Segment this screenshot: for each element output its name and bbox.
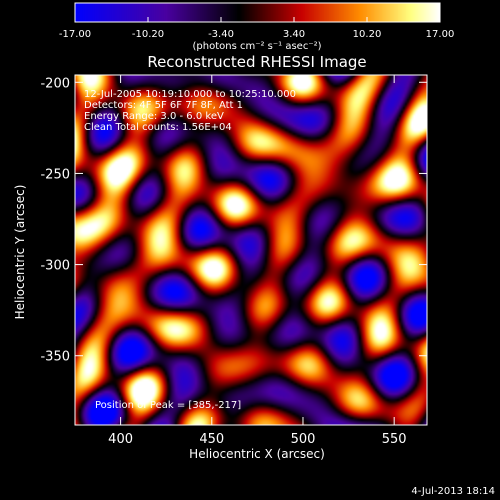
x-tick-label: 500 xyxy=(291,432,316,447)
x-axis-label: Heliocentric X (arcsec) xyxy=(189,447,325,461)
heatmap-image xyxy=(75,75,427,425)
annotation-method: Clean Total counts: 1.56E+04 xyxy=(84,122,232,133)
footer-timestamp: 4-Jul-2013 18:14 xyxy=(411,486,495,497)
annotation-energy: Energy Range: 3.0 - 6.0 keV xyxy=(84,111,224,122)
x-tick-label: 400 xyxy=(108,432,133,447)
y-tick-label: -300 xyxy=(40,259,70,274)
colorbar-tick-label: 10.20 xyxy=(353,29,382,40)
x-tick-label: 550 xyxy=(382,432,407,447)
colorbar-tick-label: 17.00 xyxy=(426,29,455,40)
y-tick-label: -200 xyxy=(40,76,70,91)
annotation-time-range: 12-Jul-2005 10:19:10.000 to 10:25:10.000 xyxy=(84,89,296,100)
colorbar-tick-label: -17.00 xyxy=(59,29,91,40)
plot-frame xyxy=(74,74,428,426)
chart-title: Reconstructed RHESSI Image xyxy=(147,53,366,71)
colorbar-tick-label: -10.20 xyxy=(132,29,164,40)
colorbar-frame xyxy=(74,2,441,23)
colorbar-ticks: -17.00 -10.20 -3.40 3.40 10.20 17.00 xyxy=(59,17,454,40)
annotation-detectors: Detectors: 4F 5F 6F 7F 8F, Att 1 xyxy=(84,100,243,111)
colorbar-gradient xyxy=(75,3,440,22)
colorbar-tick-label: -3.40 xyxy=(208,29,234,40)
x-tick-label: 450 xyxy=(199,432,224,447)
y-tick-label: -250 xyxy=(40,167,70,182)
axis-tick-labels: 400 450 500 550 -200 -250 -300 -350 xyxy=(40,76,406,447)
colorbar-tick-label: 3.40 xyxy=(283,29,305,40)
y-tick-label: -350 xyxy=(40,350,70,365)
annotation-peak: Position of Peak = [385,-217] xyxy=(95,400,241,411)
colorbar-unit-label: (photons cm⁻² s⁻¹ asec⁻²) xyxy=(192,41,321,52)
y-axis-label: Heliocentric Y (arcsec) xyxy=(13,185,27,320)
axis-ticks xyxy=(75,75,427,425)
